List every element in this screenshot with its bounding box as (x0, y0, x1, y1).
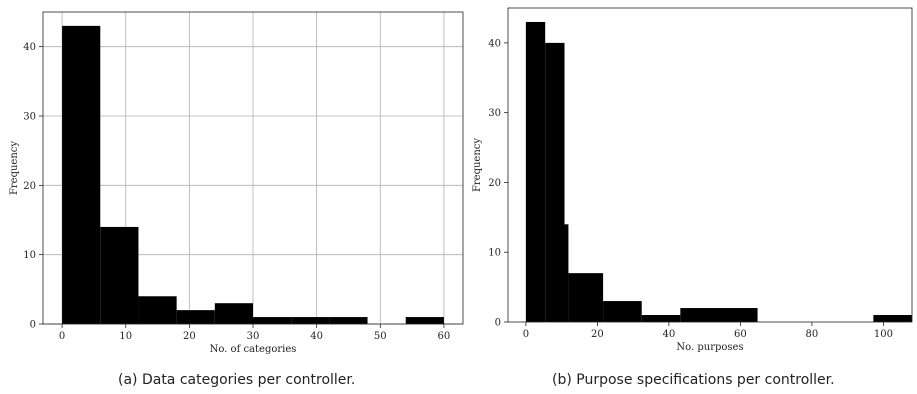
histogram-bar (680, 308, 758, 322)
x-tick-label: 60 (438, 331, 451, 342)
histogram-bar (291, 317, 330, 324)
x-tick-label: 30 (247, 331, 260, 342)
histogram-bar (138, 296, 177, 324)
y-tick-label: 0 (30, 320, 36, 331)
x-tick-label: 0 (59, 331, 65, 342)
histogram-bar (641, 315, 681, 322)
histogram-bar (545, 42, 565, 323)
x-tick-label: 20 (591, 329, 604, 340)
y-tick-label: 30 (488, 108, 501, 119)
chart-panel-a: 0 10 20 30 40 50 60 0 10 20 30 40 No. of categories F… (9, 11, 464, 388)
y-tick-label: 20 (23, 181, 36, 192)
x-tick-label: 100 (874, 329, 893, 340)
y-tick-label: 10 (23, 250, 36, 261)
x-axis-label: No. purposes (676, 342, 743, 353)
y-tick-label: 10 (488, 248, 501, 259)
caption-a: (a) Data categories per controller. (118, 372, 356, 388)
y-axis-label: Frequency (9, 141, 20, 195)
x-tick-label: 40 (310, 331, 323, 342)
chart-panel-b: 0 20 40 60 80 100 0 10 20 30 40 No. purposes Frequen… (460, 0, 917, 394)
y-tick-label: 30 (23, 112, 36, 123)
x-tick-label: 80 (806, 329, 819, 340)
x-tick-label: 40 (663, 329, 676, 340)
x-tick-label: 60 (734, 329, 747, 340)
histogram-bar (405, 317, 444, 324)
histogram-bar (603, 301, 642, 322)
histogram-bar (568, 273, 604, 322)
y-tick-label: 40 (488, 38, 501, 49)
histogram-bar (176, 310, 215, 324)
plot-frame (507, 7, 913, 323)
y-tick-label: 40 (23, 42, 36, 53)
x-tick-label: 10 (119, 331, 132, 342)
y-tick-label: 20 (488, 178, 501, 189)
x-axis-label: No. of categories (210, 344, 297, 355)
histogram-categories: 0 10 20 30 40 50 60 0 10 20 30 40 No. of categories F… (9, 11, 464, 355)
x-tick-label: 50 (374, 331, 387, 342)
histogram-bar (525, 21, 546, 322)
histogram-bar (214, 303, 253, 324)
histogram-bar (253, 317, 292, 324)
histogram-bar (62, 25, 101, 324)
y-tick-label: 0 (495, 318, 501, 329)
histogram-bar (873, 315, 912, 322)
histogram-bar (564, 224, 569, 322)
histogram-bar (100, 226, 139, 324)
caption-b: (b) Purpose specifications per controlle… (552, 372, 835, 388)
histogram-bar (329, 317, 368, 324)
x-tick-label: 0 (523, 329, 529, 340)
x-tick-label: 20 (183, 331, 196, 342)
y-axis-label: Frequency (472, 138, 483, 192)
